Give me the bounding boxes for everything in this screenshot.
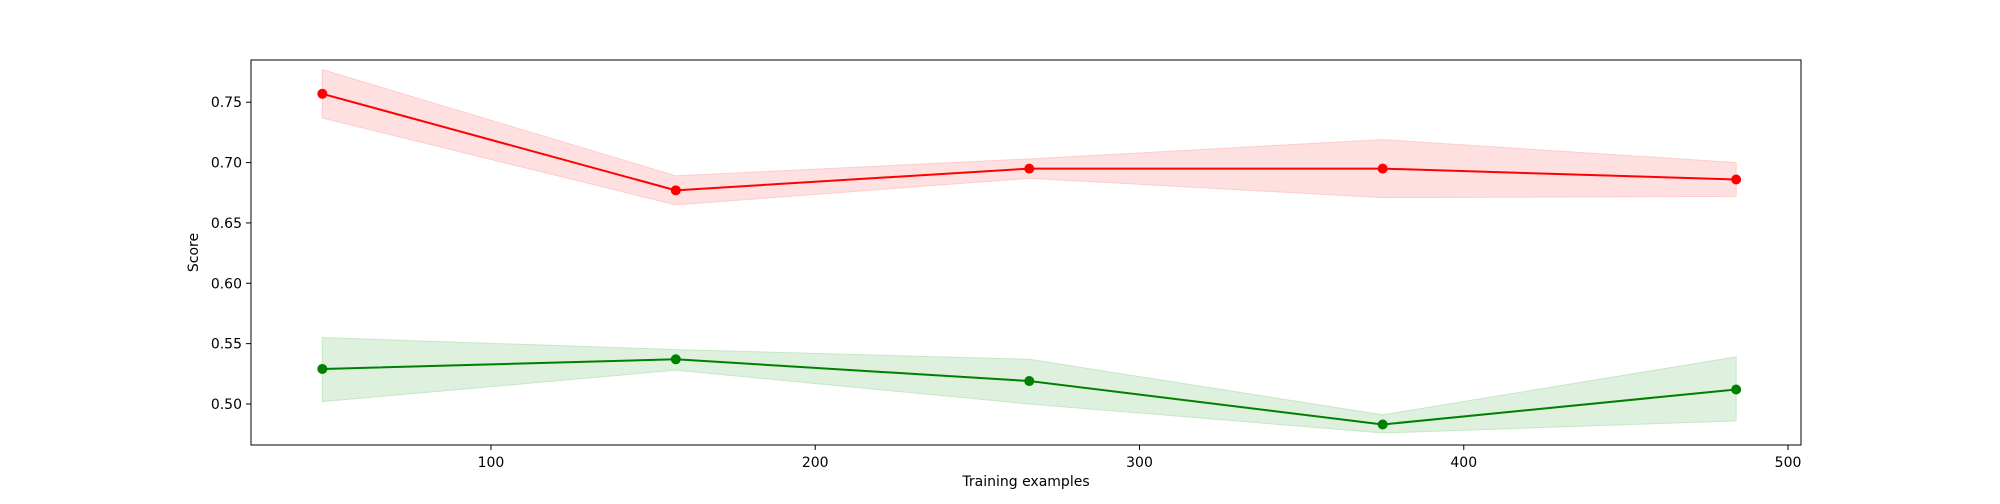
series-0-point bbox=[1731, 174, 1742, 185]
series-1-point bbox=[1024, 376, 1035, 387]
x-tick-label: 300 bbox=[1126, 455, 1153, 471]
series-0-band bbox=[321, 68, 1737, 206]
series-1-point bbox=[317, 363, 328, 374]
y-axis-label: Score bbox=[186, 233, 202, 272]
axis-labels: Training examples Score bbox=[186, 233, 1090, 490]
y-tick-label: 0.75 bbox=[211, 95, 242, 111]
x-tick-label: 100 bbox=[478, 455, 505, 471]
series-0-point bbox=[1024, 163, 1035, 174]
y-tick-label: 0.65 bbox=[211, 216, 242, 232]
axes: 100 200 300 400 500 0.50 0.55 0.60 0.65 0.70 0.75 bbox=[211, 59, 1802, 471]
series-0-point bbox=[670, 185, 681, 196]
y-tick-label: 0.60 bbox=[211, 276, 242, 292]
series-0-point bbox=[1377, 163, 1388, 174]
x-axis-label: Training examples bbox=[961, 474, 1089, 490]
y-tick-label: 0.70 bbox=[211, 156, 242, 172]
x-tick-label: 500 bbox=[1775, 455, 1802, 471]
series-1-point bbox=[1377, 419, 1388, 430]
series-markers bbox=[317, 88, 1742, 430]
x-tick-label: 400 bbox=[1450, 455, 1477, 471]
series-1-point bbox=[1731, 384, 1742, 395]
x-tick-label: 200 bbox=[802, 455, 829, 471]
y-tick-label: 0.50 bbox=[211, 397, 242, 413]
series-0-point bbox=[317, 88, 328, 99]
plot-frame bbox=[250, 59, 1802, 446]
series-1-point bbox=[670, 354, 681, 365]
y-tick-label: 0.55 bbox=[211, 337, 242, 353]
